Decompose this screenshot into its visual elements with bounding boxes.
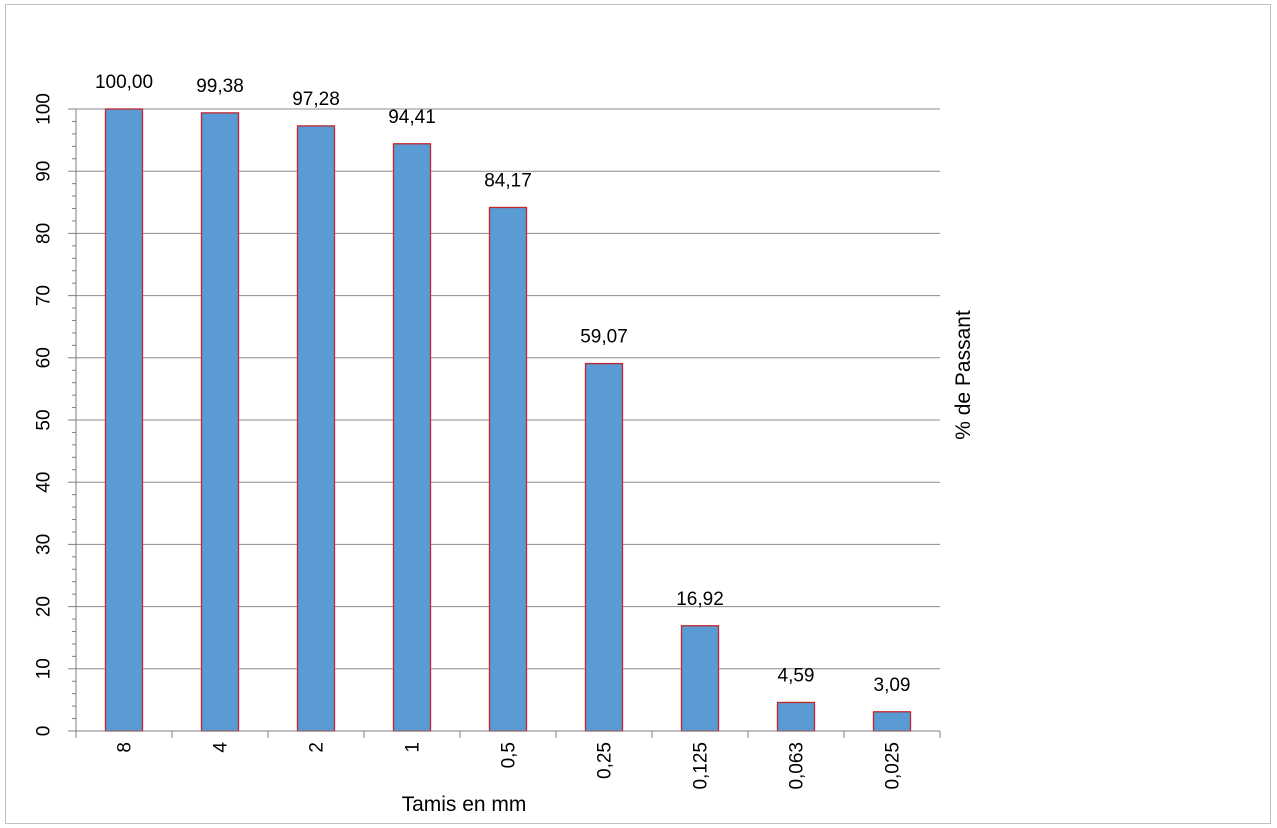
y-tick-label: 100 xyxy=(34,93,55,125)
bar xyxy=(680,625,720,732)
x-tick-label: 0,063 xyxy=(787,742,808,790)
y-tick-label: 60 xyxy=(34,347,55,368)
x-tick-label: 0,25 xyxy=(595,742,616,779)
bar xyxy=(200,112,240,732)
y-tick-label: 80 xyxy=(34,223,55,244)
x-tick-label: 0,5 xyxy=(499,742,520,768)
x-tick-label: 0,025 xyxy=(883,742,904,790)
y-tick-label: 40 xyxy=(34,472,55,493)
x-tick-label: 4 xyxy=(211,742,232,753)
y-tick-label: 50 xyxy=(34,409,55,430)
x-tick-labels: 8 4 2 1 0,5 0,25 0,125 0,063 0,025 xyxy=(115,742,904,790)
y-tick-label: 90 xyxy=(34,161,55,182)
x-axis-title: Tamis en mm xyxy=(402,793,527,816)
bar xyxy=(104,108,144,732)
y-tick-labels: 0 10 20 30 40 50 60 70 80 90 100 xyxy=(34,93,55,736)
bar xyxy=(296,125,336,732)
data-label: 3,09 xyxy=(874,675,911,696)
data-label: 100,00 xyxy=(95,72,153,93)
bar xyxy=(872,711,912,732)
data-label: 84,17 xyxy=(484,170,532,191)
bar xyxy=(392,143,432,732)
data-label: 16,92 xyxy=(676,589,724,610)
data-label: 97,28 xyxy=(292,89,340,110)
data-label: 99,38 xyxy=(196,76,244,97)
data-label: 4,59 xyxy=(778,665,815,686)
y-tick-label: 30 xyxy=(34,534,55,555)
bar xyxy=(584,362,624,732)
data-labels: 100,00 99,38 97,28 94,41 84,17 59,07 16,92 4,59… xyxy=(95,72,911,696)
x-tick-label: 0,125 xyxy=(691,742,712,790)
y-tick-label: 20 xyxy=(34,596,55,617)
axes xyxy=(68,108,941,738)
y-tick-label: 10 xyxy=(34,658,55,679)
data-label: 94,41 xyxy=(388,107,436,128)
x-tick-label: 2 xyxy=(307,742,328,753)
y-tick-label: 0 xyxy=(34,726,55,737)
y-tick-label: 70 xyxy=(34,285,55,306)
bar xyxy=(488,206,528,732)
y-axis-title: % de Passant xyxy=(952,310,975,440)
x-tick-label: 1 xyxy=(403,742,424,753)
bar xyxy=(776,701,816,732)
data-label: 59,07 xyxy=(580,327,628,348)
x-tick-label: 8 xyxy=(115,742,136,753)
